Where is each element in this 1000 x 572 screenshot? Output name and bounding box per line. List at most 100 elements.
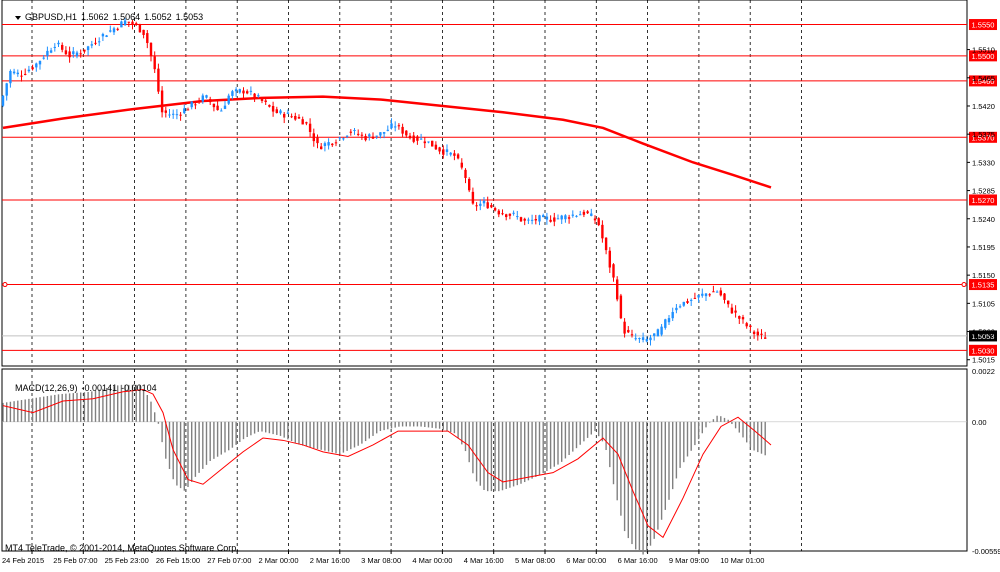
candle-body	[120, 21, 123, 28]
level-anchor	[961, 282, 967, 288]
macd-scale-label: 0.00	[972, 418, 987, 427]
candle-body	[512, 212, 515, 214]
candle-body	[131, 21, 134, 25]
candle-body	[641, 337, 645, 340]
candle-body	[386, 129, 389, 131]
time-tick-label: 4 Mar 00:00	[412, 556, 452, 565]
candle-body	[242, 90, 245, 94]
macd-label: MACD(12,26,9)	[15, 383, 78, 393]
macd-value-main: -0.00141	[81, 383, 118, 393]
symbol-label: GBPUSD,H1	[25, 12, 78, 22]
candle-body	[283, 113, 286, 118]
candle-body	[327, 142, 330, 146]
candle-body	[260, 98, 264, 101]
candle-body	[149, 42, 153, 57]
candle-body	[168, 114, 171, 116]
time-tick-label: 2 Mar 16:00	[310, 556, 350, 565]
candle-body	[431, 140, 434, 147]
current-price-label: 1.5053	[972, 332, 995, 341]
candle-body	[719, 290, 722, 296]
candle-body	[53, 46, 56, 48]
time-tick-label: 10 Mar 01:00	[720, 556, 764, 565]
candle-body	[49, 50, 53, 53]
candle-body	[375, 135, 378, 137]
candle-body	[146, 33, 149, 44]
candle-body	[527, 219, 530, 221]
moving-average	[2, 95, 772, 189]
candle-body	[61, 44, 64, 50]
level-price-tag	[969, 50, 997, 62]
candle-body	[231, 91, 234, 96]
main-frame	[1, 0, 968, 367]
candle-body	[349, 131, 352, 133]
level-price-label: 1.5500	[972, 52, 995, 61]
candle-body	[405, 130, 408, 136]
ohlc-open: 1.5062	[81, 12, 109, 22]
level-price-label: 1.5135	[972, 281, 995, 290]
candle-body	[460, 162, 463, 168]
candle-body	[449, 152, 452, 155]
candle-body	[338, 137, 341, 139]
price-tick-label: 1.5420	[972, 102, 995, 111]
candle-body	[301, 119, 304, 125]
candle-body	[475, 205, 478, 207]
candle-body	[612, 264, 615, 278]
candle-body	[730, 307, 734, 314]
candle-body	[294, 115, 297, 120]
candle-body	[542, 215, 545, 218]
candle-body	[105, 35, 108, 37]
candle-body	[75, 52, 79, 57]
candle-body	[560, 215, 563, 220]
candle-body	[234, 89, 238, 92]
candle-body	[752, 331, 756, 334]
candle-body	[209, 99, 212, 103]
macd-signal-line	[2, 388, 772, 539]
candle-body	[434, 144, 438, 150]
candle-body	[90, 44, 93, 46]
candle-body	[275, 109, 278, 114]
candle-body	[627, 329, 630, 333]
candle-body	[645, 338, 648, 342]
candle-body	[749, 325, 752, 328]
candle-body	[172, 113, 175, 115]
level-price-tag	[969, 19, 997, 31]
candle-body	[353, 129, 356, 131]
candle-body	[257, 95, 260, 97]
candle-body	[297, 116, 301, 119]
candle-body	[12, 71, 16, 74]
axes: 1.55101.54651.54201.53751.53301.52851.52…	[2, 46, 1000, 565]
candle-body	[101, 34, 105, 37]
candlesticks	[1, 18, 767, 346]
candle-body	[597, 218, 600, 226]
candle-body	[427, 141, 430, 143]
candle-body	[638, 338, 641, 340]
level-price-label: 1.5370	[972, 133, 995, 142]
candle-body	[379, 132, 382, 136]
candle-body	[571, 214, 574, 216]
candle-body	[423, 141, 426, 144]
candle-body	[64, 50, 68, 55]
copyright-text: MT4 TeleTrade, © 2001-2014, MetaQuotes S…	[5, 543, 239, 553]
candle-body	[408, 135, 412, 139]
price-tick-label: 1.5195	[972, 243, 995, 252]
candle-body	[516, 216, 519, 218]
candle-body	[9, 70, 12, 84]
dropdown-triangle-icon[interactable]	[15, 15, 22, 20]
candle-body	[634, 338, 637, 340]
candle-body	[493, 208, 497, 211]
candle-body	[38, 60, 42, 65]
candle-body	[35, 63, 38, 68]
time-tick-label: 4 Mar 16:00	[464, 556, 504, 565]
horizontal-levels: 1.5550 1.5500 1.5460 1.5370 1.5270 1.5135 1.50…	[2, 19, 997, 356]
candle-body	[86, 46, 90, 51]
time-tick-label: 2 Mar 00:00	[259, 556, 299, 565]
candle-body	[157, 68, 160, 92]
level-price-tag	[969, 279, 997, 291]
candle-body	[486, 202, 489, 209]
candle-body	[530, 219, 534, 221]
candle-body	[345, 135, 349, 137]
candle-body	[238, 89, 241, 93]
candle-body	[490, 205, 493, 208]
